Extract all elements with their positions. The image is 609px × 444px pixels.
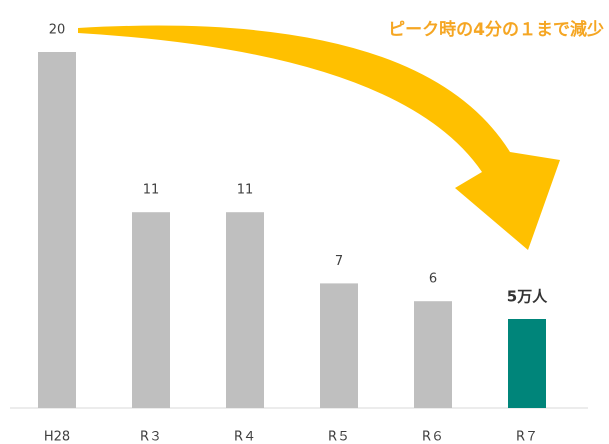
x-tick-label: R５	[328, 430, 350, 444]
arrow	[78, 25, 560, 251]
x-tick-label: R７	[516, 430, 538, 444]
bar	[508, 319, 546, 408]
bar	[226, 212, 264, 408]
value-label: 6	[429, 272, 437, 287]
bar	[414, 301, 452, 408]
value-label: 7	[335, 254, 343, 269]
bar	[132, 212, 170, 408]
value-label: 11	[143, 183, 160, 198]
bar	[38, 52, 76, 408]
bar	[320, 283, 358, 408]
value-label: 20	[49, 23, 66, 38]
x-tick-label: R３	[140, 430, 162, 444]
value-label: 5万人	[507, 288, 548, 306]
x-tick-label: R６	[422, 430, 444, 444]
x-tick-label: H28	[44, 430, 70, 444]
annotation: ピーク時の4分の１まで減少	[388, 19, 604, 40]
value-label: 11	[237, 183, 254, 198]
x-tick-label: R４	[234, 430, 256, 444]
